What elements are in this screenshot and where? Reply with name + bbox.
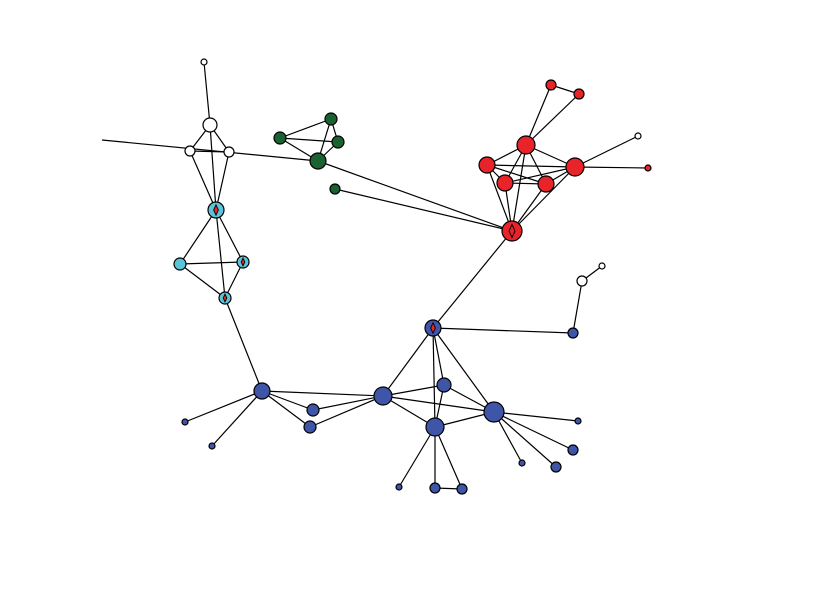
edge [101,139,319,162]
node [173,257,187,271]
edge [179,261,244,265]
edge [511,166,576,232]
node [478,156,496,174]
node-marker [430,321,436,335]
edge [317,160,513,232]
edge [493,411,579,422]
node [576,275,588,287]
edge [215,209,244,263]
edge [279,137,339,143]
edge [574,135,639,168]
edge [382,327,434,397]
edge [224,297,263,392]
node [309,152,327,170]
edge [279,118,332,139]
node [306,403,320,417]
edge [179,209,217,265]
node [223,146,235,158]
edge [486,164,576,168]
node [202,117,218,133]
node [184,145,196,157]
node [496,174,514,192]
node [644,164,652,172]
edge [261,390,311,428]
edge [184,390,263,423]
edge [189,150,217,211]
edge [261,390,384,397]
edge [211,390,263,447]
edge [203,61,211,126]
edge [382,395,495,413]
edge [525,84,552,146]
node [208,442,216,450]
edge [261,390,314,411]
edge [486,164,513,232]
edge [179,263,226,299]
node [329,183,341,195]
edge [493,411,557,468]
edge [432,327,445,386]
edge [486,164,547,185]
node-marker [240,257,246,267]
node [253,382,271,400]
edge [215,209,226,299]
node [436,377,452,393]
edge [382,395,436,428]
node [324,112,338,126]
edge [572,280,583,334]
node-marker [213,203,219,217]
edge [215,151,230,211]
node [567,327,579,339]
node [331,135,345,149]
node [545,79,557,91]
node [200,58,208,66]
edge [525,93,580,146]
node-marker [508,223,516,239]
edge [432,230,513,329]
edge [309,395,384,428]
node [425,417,445,437]
node [395,483,403,491]
edge [209,124,217,211]
node [598,262,606,270]
node [516,135,536,155]
node [574,417,582,425]
edge [334,188,513,232]
node [273,131,287,145]
node [373,386,393,406]
node [550,461,562,473]
edge [224,261,244,299]
node-marker [222,293,228,303]
node [456,483,468,495]
node [483,401,505,423]
node [634,132,642,140]
node [573,88,585,100]
edge [312,395,384,411]
node [429,482,441,494]
edge [574,166,649,169]
node [518,459,526,467]
edge [432,327,495,413]
edge [504,166,576,184]
edge [432,327,436,428]
edge [398,426,436,488]
edge [511,144,527,232]
node [181,418,189,426]
node [303,420,317,434]
edge [432,327,574,334]
edge [382,384,445,397]
edge [493,411,574,451]
node [565,157,585,177]
node [537,175,555,193]
node [567,444,579,456]
edge [434,426,463,490]
